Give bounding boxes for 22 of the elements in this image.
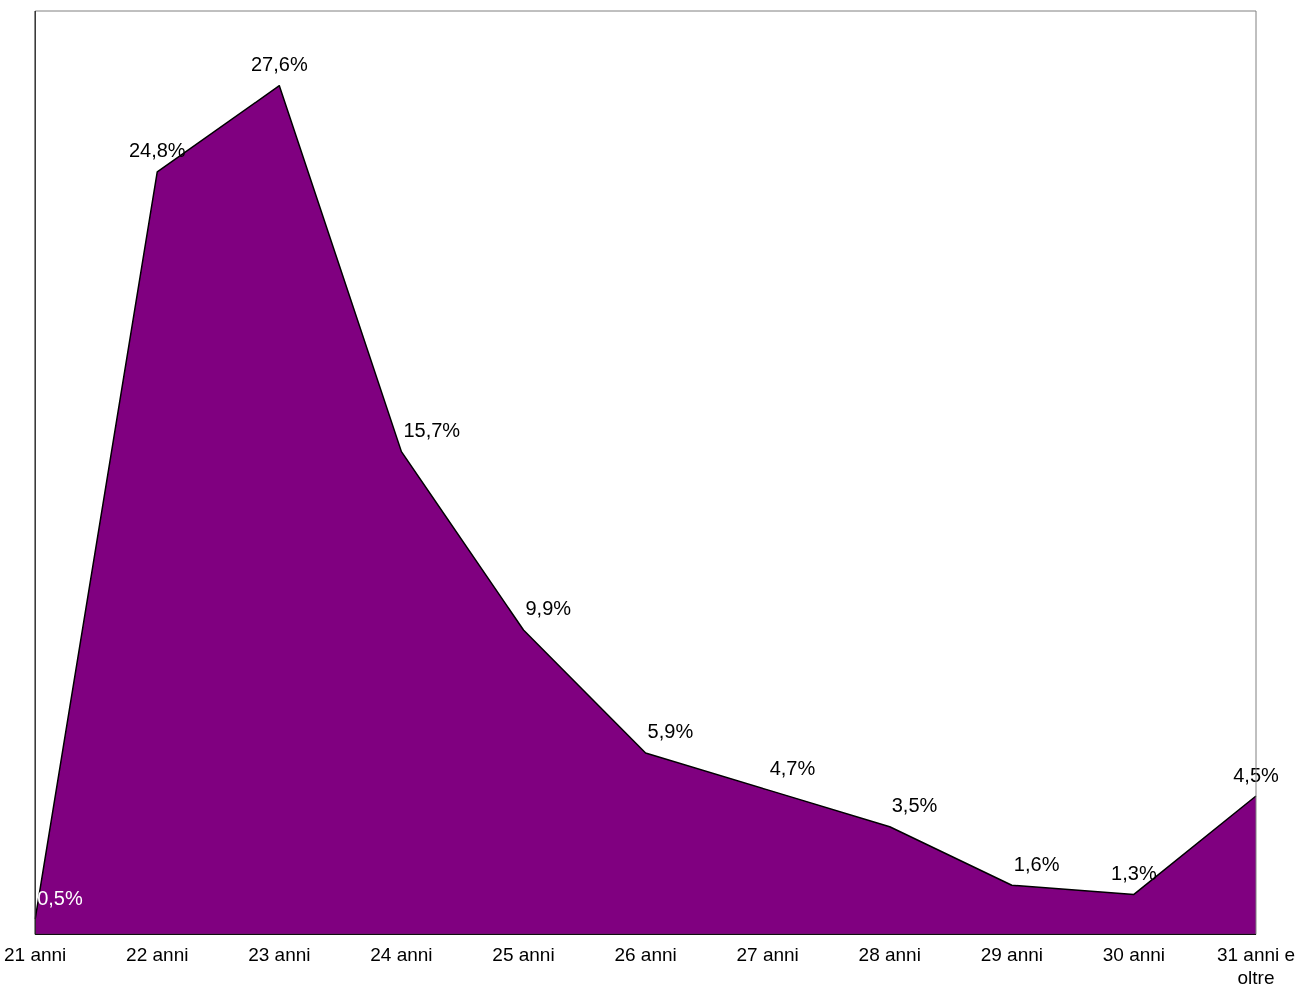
x-tick-label: 27 anni bbox=[736, 944, 799, 966]
data-label: 4,7% bbox=[769, 757, 816, 780]
data-label: 5,9% bbox=[647, 720, 694, 743]
data-label: 3,5% bbox=[891, 794, 938, 817]
x-tick-label: 23 anni bbox=[248, 944, 311, 966]
data-label: 1,6% bbox=[1013, 852, 1060, 875]
x-tick-label: 28 anni bbox=[858, 944, 921, 966]
x-tick-label: 25 anni bbox=[492, 944, 555, 966]
data-label: 24,8% bbox=[128, 139, 186, 162]
x-tick-label: 24 anni bbox=[370, 944, 433, 966]
data-label: 1,3% bbox=[1111, 861, 1157, 884]
data-label: 0,5% bbox=[37, 886, 83, 909]
data-label: 27,6% bbox=[250, 53, 308, 76]
data-label: 4,5% bbox=[1233, 763, 1280, 786]
x-tick-label: 31 anni e oltre bbox=[1216, 944, 1296, 988]
x-tick-label: 29 anni bbox=[980, 944, 1044, 966]
x-tick-label: 21 anni bbox=[4, 944, 67, 966]
data-label: 15,7% bbox=[403, 419, 461, 442]
data-label: 9,9% bbox=[525, 597, 572, 620]
x-tick-label: 30 anni bbox=[1102, 944, 1166, 966]
x-tick-label: 22 anni bbox=[126, 944, 189, 966]
x-tick-label: 26 anni bbox=[614, 944, 677, 966]
